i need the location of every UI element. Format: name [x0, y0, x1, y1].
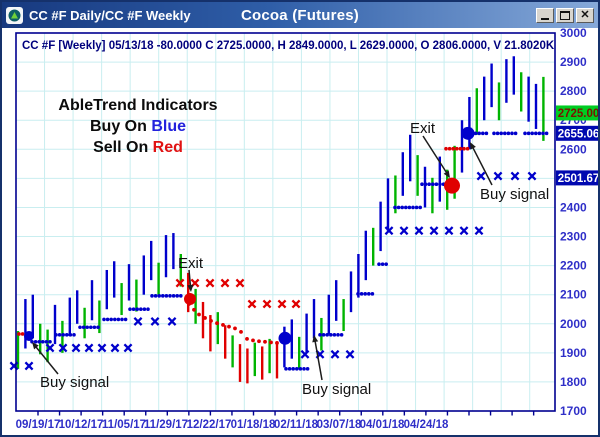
svg-text:2900: 2900: [560, 55, 587, 69]
price-flag-labels: 2725.00 2655.06 2501.67: [556, 105, 600, 186]
svg-text:Buy signal: Buy signal: [480, 186, 549, 203]
annotations: Buy signal Exit Buy signal Exit Buy signal: [32, 120, 549, 398]
svg-text:04/01/18: 04/01/18: [360, 419, 405, 431]
red-stop-dots: [187, 302, 279, 345]
indicator-legend: AbleTrend Indicators Buy On Blue Sell On…: [32, 95, 244, 158]
minimize-icon: [541, 18, 549, 20]
legend-buy-line: Buy On Blue: [89, 118, 186, 135]
x-axis-labels: 09/19/1710/12/1711/05/1711/29/1712/22/17…: [16, 419, 449, 431]
title-bar: CC #F Daily/CC #F Weekly Cocoa (Futures)…: [2, 2, 598, 28]
price-bars: [16, 56, 545, 384]
svg-text:02/11/18: 02/11/18: [274, 419, 319, 431]
svg-text:2725.00: 2725.00: [558, 108, 600, 120]
legend-title: AbleTrend Indicators: [58, 97, 218, 114]
svg-text:12/22/17: 12/22/17: [187, 419, 232, 431]
window-title: CC #F Daily/CC #F Weekly: [29, 7, 191, 23]
abletrend-logo-icon: [6, 6, 23, 24]
svg-text:11/29/17: 11/29/17: [144, 419, 188, 431]
svg-text:2501.67: 2501.67: [558, 173, 600, 185]
svg-text:2655.06: 2655.06: [558, 128, 600, 140]
close-button[interactable]: ✕: [576, 7, 594, 23]
svg-text:11/05/17: 11/05/17: [102, 419, 146, 431]
svg-text:2000: 2000: [560, 317, 587, 331]
svg-text:3000: 3000: [560, 26, 587, 40]
svg-text:2300: 2300: [560, 230, 587, 244]
svg-text:10/12/17: 10/12/17: [59, 419, 104, 431]
close-icon: ✕: [580, 8, 590, 21]
minimize-button[interactable]: [536, 7, 554, 23]
svg-text:Buy signal: Buy signal: [302, 381, 371, 398]
maximize-icon: [560, 10, 570, 20]
legend-sell-line: Sell On Red: [93, 139, 183, 156]
svg-text:1700: 1700: [560, 404, 587, 418]
svg-text:Buy signal: Buy signal: [40, 374, 109, 391]
x-mark-rows: [9, 171, 537, 371]
trend-dot-rows: [17, 131, 549, 371]
svg-text:Exit: Exit: [178, 255, 204, 272]
svg-text:2100: 2100: [560, 288, 587, 302]
svg-text:1900: 1900: [560, 346, 587, 360]
quote-info-line: CC #F [Weekly] 05/13/18 -80.0000 C 2725.…: [22, 40, 555, 52]
plot-frame: [15, 32, 556, 412]
svg-text:2800: 2800: [560, 84, 587, 98]
svg-text:2200: 2200: [560, 259, 587, 273]
legend-buy-word: Blue: [151, 118, 186, 135]
y-axis-labels: 3000290028002700260025002400230022002100…: [560, 26, 587, 418]
svg-text:2400: 2400: [560, 200, 587, 214]
svg-text:1800: 1800: [560, 375, 587, 389]
svg-text:04/24/18: 04/24/18: [404, 419, 449, 431]
maximize-button[interactable]: [556, 7, 574, 23]
svg-text:01/18/18: 01/18/18: [231, 419, 276, 431]
svg-text:03/07/18: 03/07/18: [317, 419, 362, 431]
svg-text:2600: 2600: [560, 142, 587, 156]
window-controls: ✕: [536, 7, 594, 23]
legend-sell-word: Red: [152, 139, 183, 156]
svg-text:09/19/17: 09/19/17: [16, 419, 61, 431]
signal-dots: [24, 126, 475, 345]
svg-text:Exit: Exit: [410, 120, 436, 137]
